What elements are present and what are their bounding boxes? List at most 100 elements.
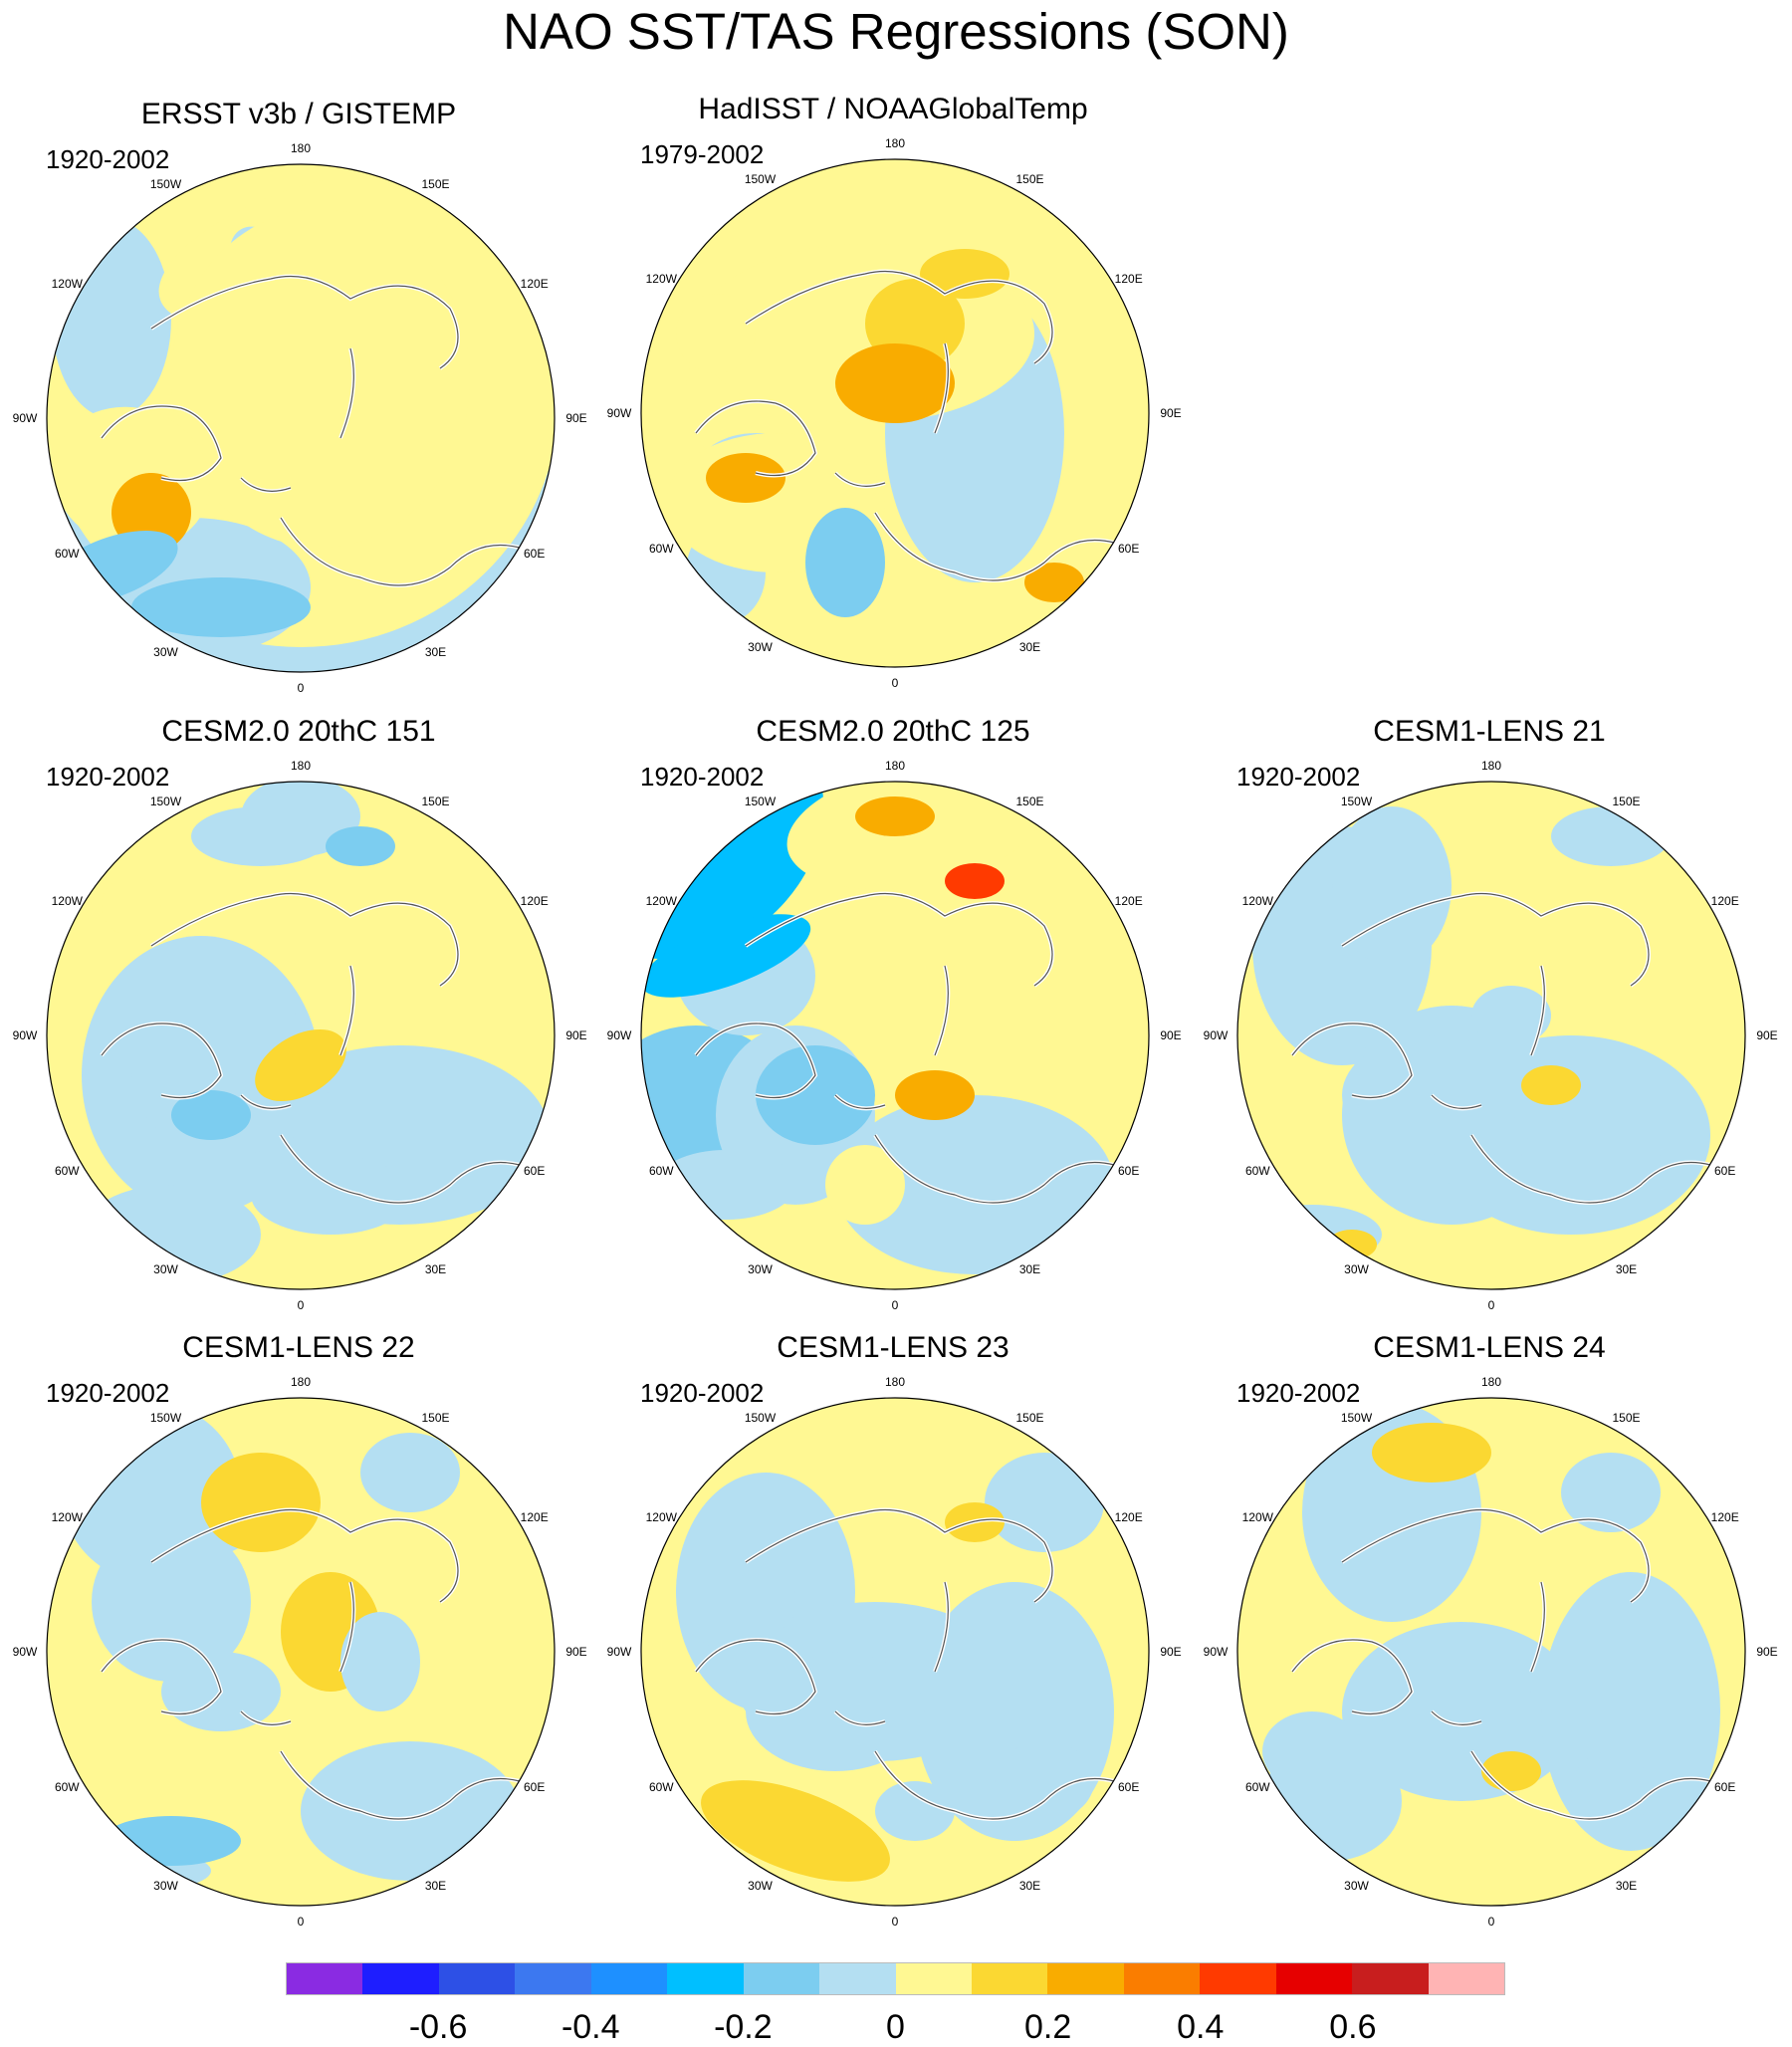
- longitude-label: 30E: [1615, 1261, 1638, 1276]
- longitude-label: 180: [884, 136, 906, 150]
- longitude-label: 90W: [606, 1645, 632, 1659]
- longitude-label: 60W: [1244, 1779, 1270, 1794]
- longitude-label: 150W: [744, 795, 777, 809]
- longitude-label: 150W: [1340, 795, 1373, 809]
- regression-contour: [131, 577, 311, 637]
- coastline: [101, 405, 222, 482]
- longitude-label: 30W: [748, 1261, 773, 1276]
- coastline: [1530, 1581, 1545, 1673]
- regression-contour: [1372, 1632, 1531, 1751]
- longitude-label: 90W: [12, 1028, 38, 1042]
- coastline: [934, 965, 949, 1056]
- longitude-label: 150W: [149, 795, 182, 809]
- longitude-label: 120W: [645, 271, 677, 286]
- longitude-label: 60E: [524, 1779, 546, 1794]
- coastline: [695, 400, 816, 477]
- longitude-label: 60E: [524, 546, 546, 561]
- regression-contour: [920, 249, 1009, 299]
- colorbar: [286, 1962, 1505, 1995]
- regression-contour: [985, 1453, 1104, 1552]
- colorbar-box: [287, 1963, 363, 1994]
- period-label: 1920-2002: [46, 144, 170, 174]
- regression-contour: [1481, 1751, 1541, 1791]
- regression-contour: [855, 796, 935, 836]
- regression-contour: [301, 1741, 520, 1881]
- panel-title: CESM1-LENS 22: [182, 1331, 415, 1364]
- longitude-label: 150W: [744, 1411, 777, 1426]
- longitude-label: 120W: [51, 1509, 83, 1524]
- longitude-label: 90W: [606, 1028, 632, 1042]
- map-border: [1236, 781, 1746, 1290]
- longitude-label: 60E: [1714, 1163, 1736, 1178]
- coastline: [150, 276, 459, 369]
- longitude-label: 120E: [1114, 1509, 1143, 1524]
- colorbar-box: [1275, 1963, 1353, 1994]
- longitude-label: 150E: [421, 177, 450, 192]
- longitude-label: 120W: [1241, 1509, 1273, 1524]
- colorbar-box: [1123, 1963, 1201, 1994]
- panel-title: CESM2.0 20thC 125: [756, 715, 1030, 748]
- polar-map: [1236, 781, 1746, 1290]
- longitude-label: 90E: [1756, 1645, 1778, 1659]
- panel-title: HadISST / NOAAGlobalTemp: [698, 93, 1088, 125]
- coastline: [874, 512, 1115, 581]
- coastline: [874, 1134, 1115, 1204]
- longitude-label: 150E: [1015, 1411, 1044, 1426]
- coastline: [834, 1094, 886, 1109]
- period-label: 1920-2002: [640, 1378, 765, 1408]
- panel-title: CESM2.0 20thC 151: [161, 715, 436, 748]
- longitude-label: 60E: [1118, 1779, 1140, 1794]
- polar-map: [640, 781, 1150, 1290]
- longitude-label: 90E: [565, 1028, 587, 1042]
- map-border: [46, 1397, 556, 1907]
- map-panel: HadISST / NOAAGlobalTemp 1979-2002 180 150E…: [607, 92, 1182, 690]
- colorbar-box: [1200, 1963, 1276, 1994]
- longitude-label: 0: [297, 1915, 305, 1929]
- coastline: [240, 477, 292, 492]
- regression-contour: [706, 453, 785, 503]
- coastline: [339, 1581, 354, 1673]
- longitude-label: 0: [891, 676, 899, 690]
- longitude-label: 0: [1487, 1298, 1495, 1312]
- regression-contour: [756, 1045, 875, 1145]
- longitude-label: 60W: [648, 1779, 674, 1794]
- colorbar-box: [1047, 1963, 1124, 1994]
- coastline: [1341, 893, 1650, 987]
- coastline: [1291, 1639, 1413, 1715]
- coastline: [695, 1023, 816, 1099]
- longitude-label: 60E: [1118, 1163, 1140, 1178]
- colorbar-tick-label: 0.2: [1023, 2008, 1072, 2046]
- regression-contour: [701, 1780, 890, 1882]
- coastline: [1341, 1509, 1650, 1603]
- coastline: [695, 1639, 816, 1715]
- coastline: [339, 965, 354, 1056]
- longitude-label: 90E: [1160, 1645, 1182, 1659]
- coastline: [834, 1710, 886, 1725]
- coastline: [745, 893, 1053, 987]
- longitude-label: 0: [891, 1915, 899, 1929]
- colorbar-box: [1428, 1963, 1504, 1994]
- coastline: [280, 1750, 521, 1820]
- longitude-label: 150W: [149, 1411, 182, 1426]
- regression-contour: [875, 1781, 955, 1841]
- longitude-label: 150E: [1612, 1411, 1641, 1426]
- longitude-label: 60E: [524, 1163, 546, 1178]
- regression-contour: [171, 1090, 251, 1140]
- colorbar-box: [438, 1963, 516, 1994]
- coastline: [1530, 965, 1545, 1056]
- polar-map: [640, 158, 1150, 668]
- longitude-label: 150E: [1015, 795, 1044, 809]
- longitude-label: 90W: [12, 1645, 38, 1659]
- polar-map: [640, 1397, 1150, 1907]
- longitude-label: 180: [1480, 759, 1502, 773]
- regression-contour: [641, 914, 811, 998]
- longitude-label: 30E: [1615, 1878, 1638, 1893]
- colorbar-box: [362, 1963, 439, 1994]
- longitude-label: 150W: [149, 177, 182, 192]
- longitude-label: 150E: [421, 1411, 450, 1426]
- regression-contour: [255, 1028, 346, 1102]
- coastline: [1431, 1710, 1482, 1725]
- regression-contour: [102, 1816, 241, 1866]
- longitude-label: 30W: [153, 1261, 178, 1276]
- colorbar-tick-label: 0: [886, 2008, 905, 2046]
